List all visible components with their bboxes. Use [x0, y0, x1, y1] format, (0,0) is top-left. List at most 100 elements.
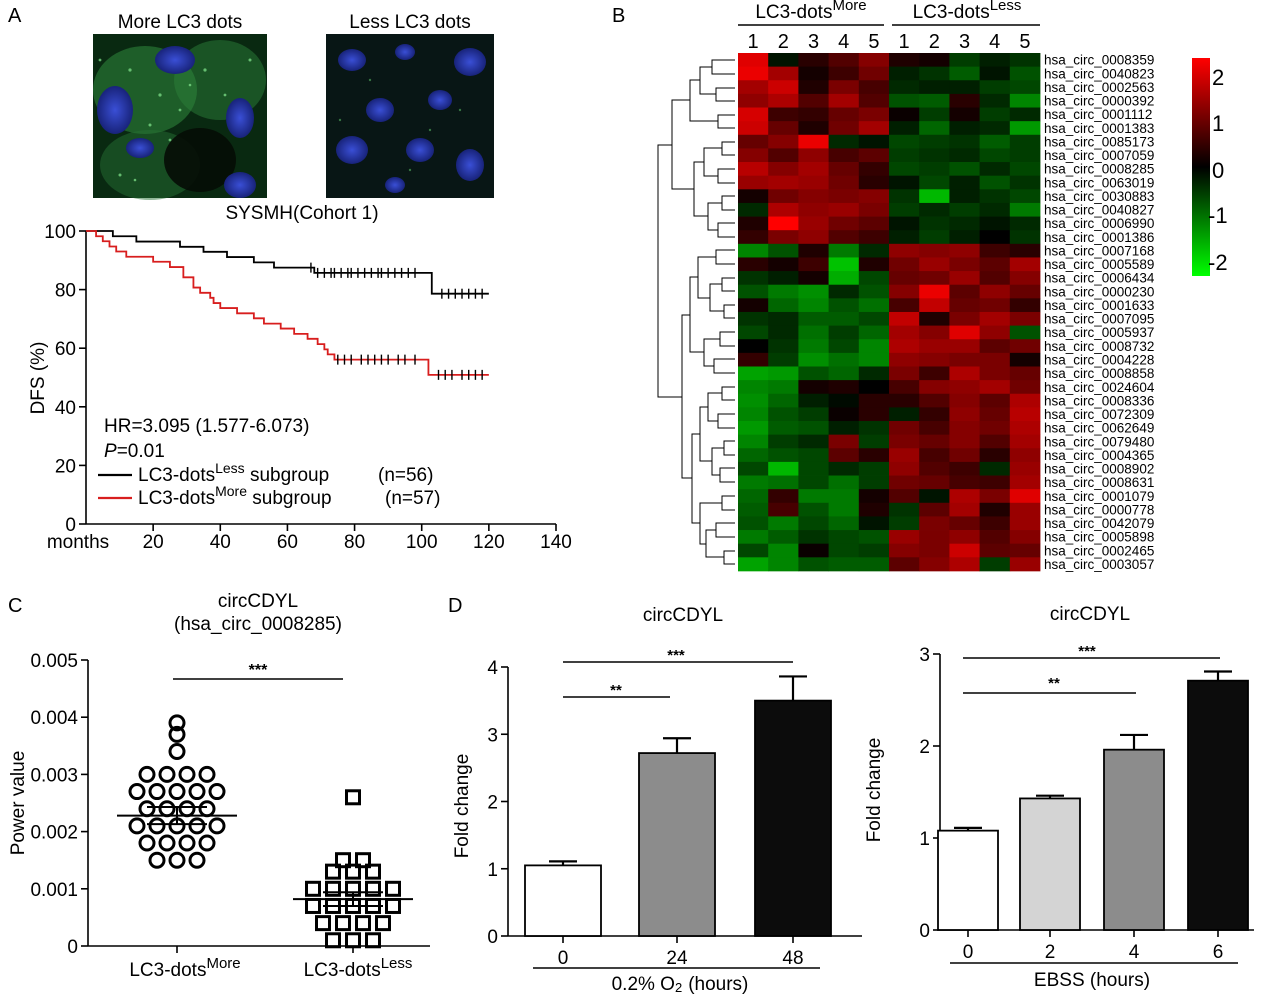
heatmap-cell — [889, 284, 920, 299]
heatmap-row-label: hsa_circ_0007095 — [1044, 312, 1154, 327]
heatmap-cell — [738, 407, 769, 422]
scatter-point-more — [138, 834, 156, 852]
heatmap-row-label: hsa_circ_0006990 — [1044, 216, 1154, 231]
heatmap-cell — [768, 380, 799, 395]
heatmap-cell — [1009, 189, 1041, 204]
heatmap-cell — [889, 311, 920, 326]
heatmap-cell — [768, 434, 799, 449]
micrograph-less-lc3 — [326, 34, 494, 198]
heatmap-cell — [979, 66, 1011, 81]
heatmap-color-scale — [1192, 58, 1210, 276]
heatmap-cell — [919, 243, 950, 258]
heatmap-cell — [1009, 557, 1041, 572]
hypoxia-y-ticks: 0 1 2 3 4 — [487, 658, 508, 948]
y-tick-label: 3 — [487, 725, 498, 746]
heatmap-cell — [768, 475, 799, 490]
heatmap-cell — [1009, 80, 1041, 95]
heatmap-cell — [919, 516, 950, 531]
heatmap-cell — [889, 134, 920, 149]
heatmap-row-label: hsa_circ_0008359 — [1044, 53, 1154, 68]
heatmap-cell — [828, 189, 860, 204]
x-tick-label: 140 — [540, 532, 572, 553]
heatmap-group-more: LC3-dotsMore — [755, 0, 866, 23]
heatmap-column-label: 3 — [808, 31, 819, 53]
heatmap-cell — [828, 516, 860, 531]
heatmap-cell — [798, 93, 829, 108]
heatmap-cell — [979, 53, 1011, 68]
micrograph-more-lc3 — [93, 34, 267, 200]
heatmap-cell — [889, 502, 920, 517]
heatmap-cell — [768, 66, 799, 81]
y-tick-label: 2 — [487, 793, 498, 814]
heatmap-cell — [768, 530, 799, 545]
heatmap-cell — [828, 325, 860, 340]
heatmap-cell — [979, 134, 1011, 149]
heatmap-cell — [889, 407, 920, 422]
heatmap-cell — [979, 380, 1011, 395]
heatmap-cell — [798, 162, 829, 177]
heatmap-cell — [1009, 339, 1041, 354]
heatmap-cell — [919, 311, 950, 326]
heatmap-cell — [949, 325, 980, 340]
scatter-point-more — [208, 783, 226, 801]
heatmap-cell — [919, 407, 950, 422]
heatmap-cell — [919, 66, 950, 81]
heatmap-cell — [979, 189, 1011, 204]
heatmap-cell — [858, 516, 890, 531]
heatmap-cell — [828, 53, 860, 68]
heatmap-cell — [949, 202, 980, 217]
heatmap-cell — [738, 475, 769, 490]
heatmap-cell — [858, 107, 890, 122]
panel-label-d: D — [448, 595, 462, 617]
heatmap-cell — [1009, 461, 1041, 476]
heatmap-cell — [919, 216, 950, 231]
ebss-sig-label-long: *** — [1078, 643, 1096, 660]
heatmap-cell — [798, 366, 829, 381]
heatmap-cell — [768, 189, 799, 204]
heatmap-cell — [979, 107, 1011, 122]
heatmap-cell — [1009, 366, 1041, 381]
heatmap-cell — [768, 311, 799, 326]
heatmap-cell — [979, 530, 1011, 545]
heatmap-cell — [828, 407, 860, 422]
heatmap-cell — [1009, 271, 1041, 286]
heatmap-cell — [828, 66, 860, 81]
heatmap-cell — [919, 352, 950, 367]
heatmap-cell — [768, 366, 799, 381]
heatmap-cell — [889, 216, 920, 231]
heatmap-cell — [768, 325, 799, 340]
heatmap-cell — [1009, 107, 1041, 122]
panel-label-c: C — [8, 595, 22, 617]
heatmap-cell — [919, 421, 950, 436]
image-label-more: More LC3 dots — [118, 12, 243, 33]
heatmap-cell — [949, 407, 980, 422]
heatmap-cell — [798, 243, 829, 258]
heatmap-cell — [979, 243, 1011, 258]
hypoxia-category-label: 48 — [782, 948, 803, 969]
hypoxia-x-axis-label: 0.2% O2 (hours) — [612, 974, 749, 995]
heatmap-cell — [858, 352, 890, 367]
heatmap-cell — [738, 339, 769, 354]
heatmap-cell — [798, 107, 829, 122]
heatmap-group-less: LC3-dotsLess — [913, 0, 1022, 23]
heatmap-cell — [979, 339, 1011, 354]
heatmap-cell — [768, 489, 799, 504]
heatmap-cell — [889, 93, 920, 108]
scatter-point-less — [315, 915, 331, 932]
scatter-y-axis-label: Power value — [8, 751, 29, 856]
heatmap-cell — [828, 80, 860, 95]
heatmap-cell — [889, 421, 920, 436]
heatmap-cell — [979, 257, 1011, 272]
y-tick-label: 0.003 — [30, 765, 78, 786]
heatmap-cell — [949, 257, 980, 272]
heatmap-cell — [738, 162, 769, 177]
heatmap-cell — [798, 148, 829, 163]
heatmap-cell — [919, 175, 950, 190]
heatmap-cell — [919, 121, 950, 136]
heatmap-cell — [768, 53, 799, 68]
heatmap-cell — [768, 80, 799, 95]
heatmap-cell — [798, 325, 829, 340]
heatmap-cell — [889, 475, 920, 490]
heatmap-cell — [1009, 257, 1041, 272]
